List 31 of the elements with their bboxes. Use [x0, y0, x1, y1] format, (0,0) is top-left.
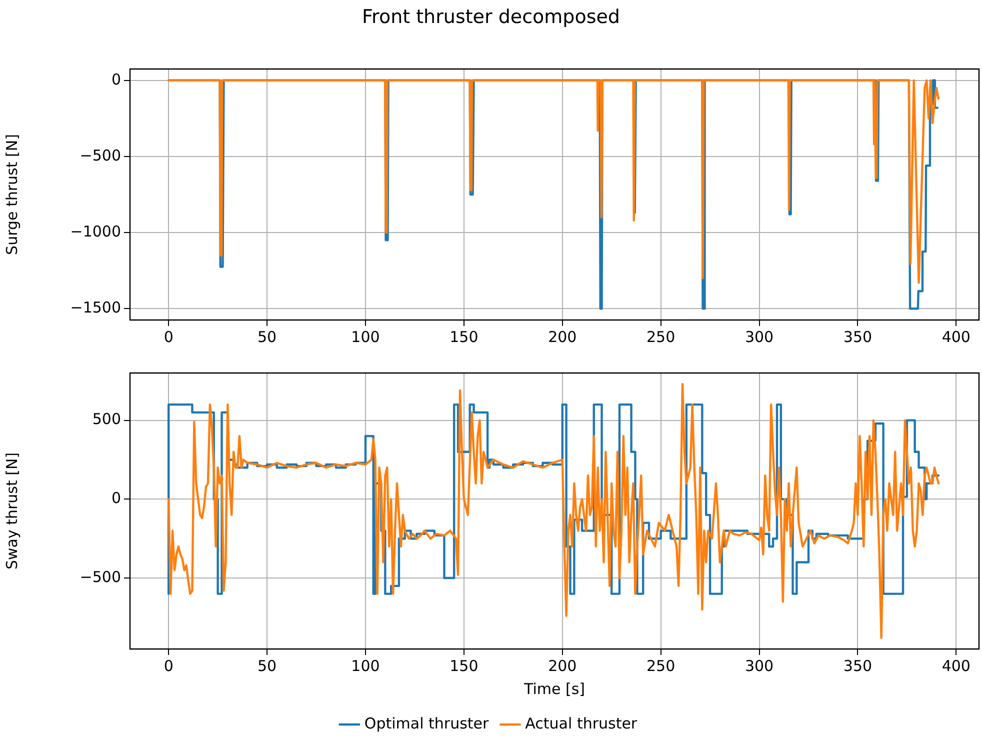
y-axis-title: Sway thrust [N]	[2, 452, 21, 570]
y-tick-label: 0	[111, 489, 121, 508]
x-tick-label: 350	[843, 656, 872, 675]
y-axis-title: Surge thrust [N]	[2, 134, 21, 255]
x-tick-label: 0	[164, 328, 174, 346]
x-tick-label: 300	[744, 328, 774, 346]
x-tick-label: 400	[942, 328, 970, 346]
x-tick-label: 300	[744, 656, 774, 675]
x-axis-title: Time [s]	[523, 680, 585, 698]
x-tick-label: 250	[646, 328, 676, 346]
y-tick-label: −500	[80, 568, 121, 586]
x-tick-label: 150	[450, 656, 478, 675]
legend-label: Actual thruster	[525, 714, 638, 732]
y-tick-label: −1000	[70, 222, 121, 240]
x-tick-label: 150	[450, 328, 478, 346]
x-tick-label: 200	[548, 656, 577, 675]
x-tick-label: 350	[843, 328, 872, 346]
legend-label: Optimal thruster	[364, 714, 490, 732]
x-tick-label: 0	[164, 656, 174, 675]
x-tick-label: 250	[646, 656, 676, 675]
y-tick-label: 0	[111, 70, 121, 88]
x-tick-label: 400	[942, 656, 970, 675]
x-tick-label: 100	[351, 656, 380, 675]
y-tick-label: 500	[92, 410, 121, 428]
y-tick-label: −1500	[70, 298, 121, 316]
y-tick-label: −500	[80, 146, 121, 164]
x-tick-label: 50	[257, 328, 277, 346]
chart-title: Front thruster decomposed	[361, 6, 621, 28]
x-tick-label: 200	[548, 328, 577, 346]
x-tick-label: 50	[257, 656, 277, 675]
x-tick-label: 100	[351, 328, 380, 346]
